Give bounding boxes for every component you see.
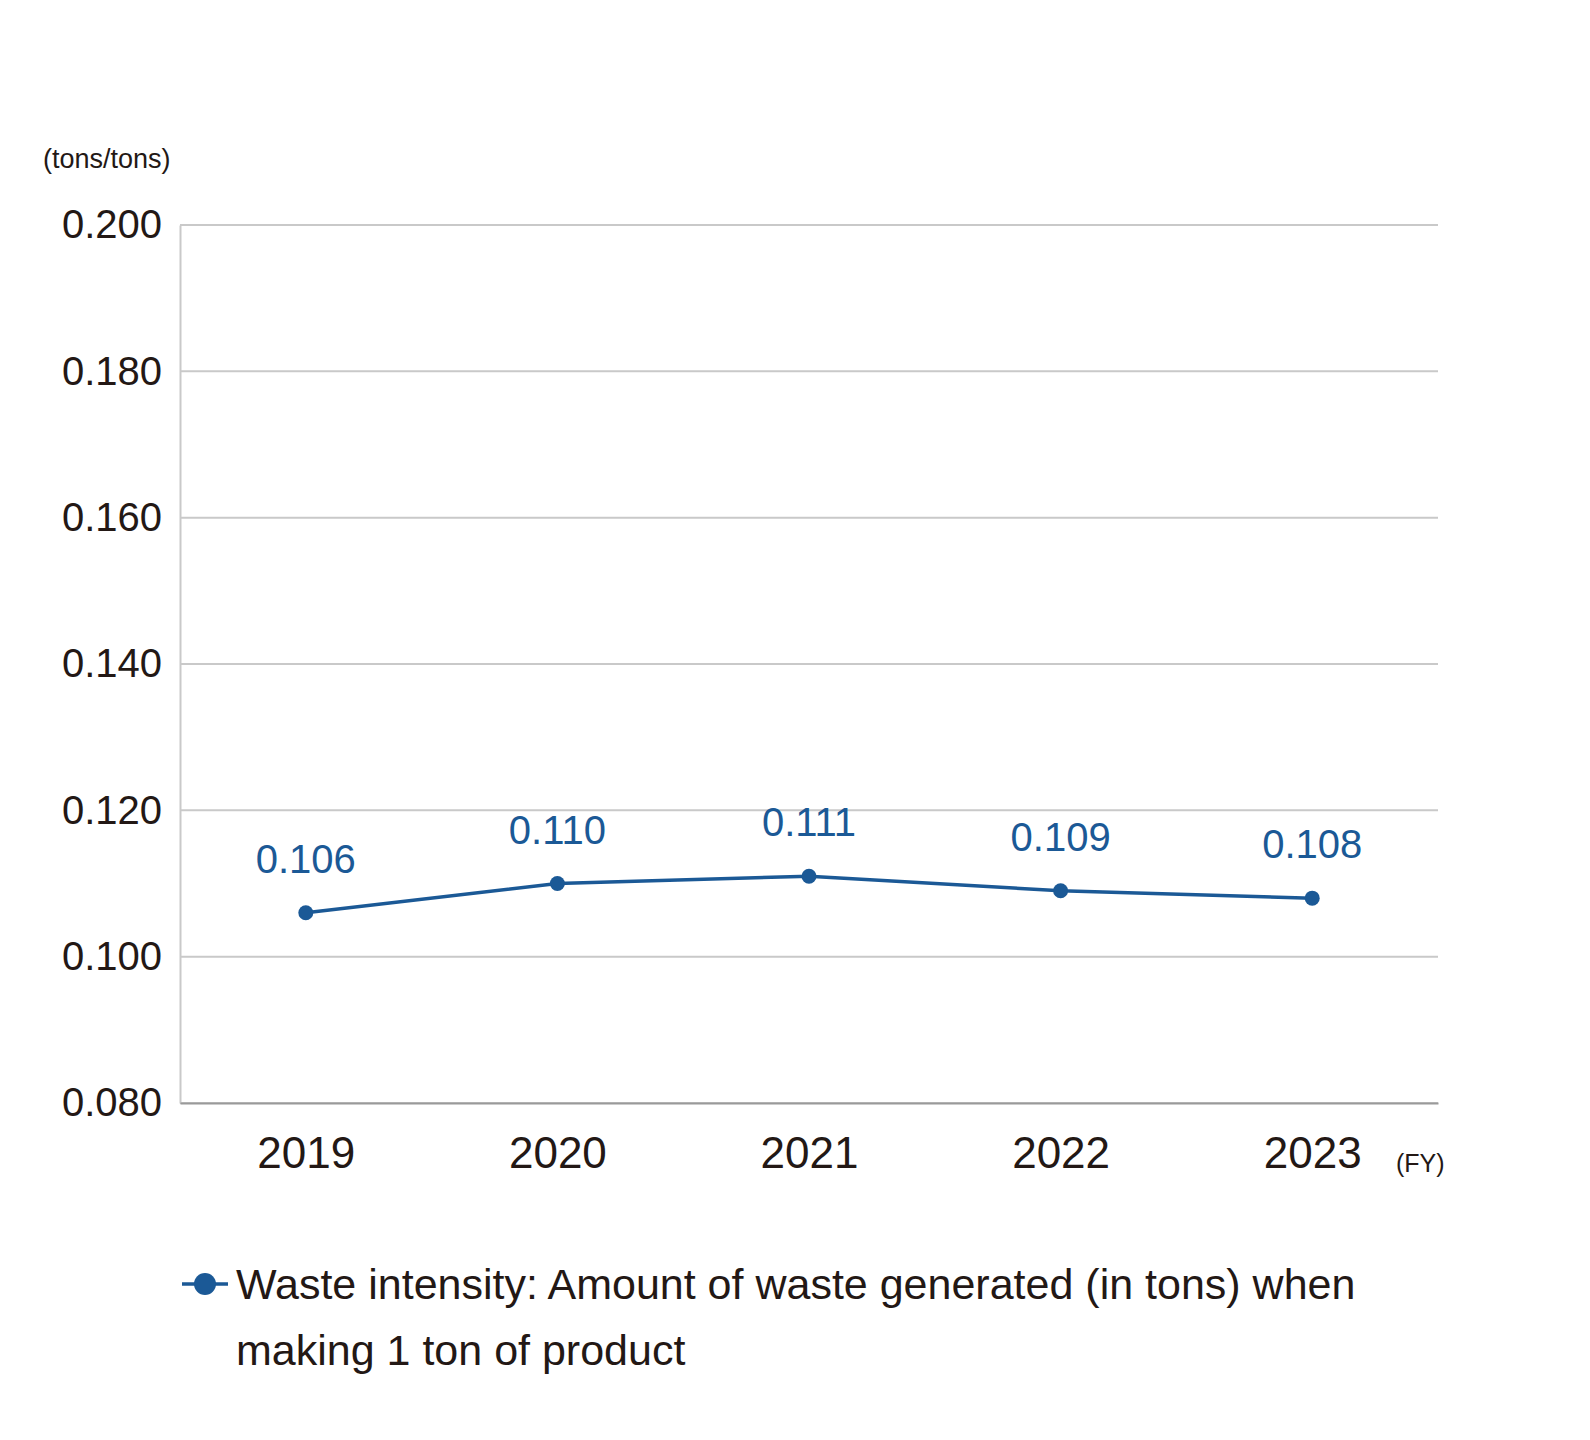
y-axis: 0.080 0.100 0.120 0.140 0.160 0.180 0.200 [62, 202, 181, 1124]
x-axis-title: (FY) [1396, 1149, 1445, 1177]
grid-line [180, 224, 1438, 226]
y-tick: 0.120 [62, 788, 180, 832]
data-label: 0.110 [509, 808, 606, 852]
x-tick: 2021 [761, 1103, 859, 1177]
grid-line [180, 1102, 1438, 1104]
x-tick-label: 2021 [761, 1128, 859, 1177]
x-tick-label: 2020 [509, 1128, 607, 1177]
x-tick: 2020 [509, 1103, 607, 1177]
legend-marker [182, 1273, 228, 1295]
y-tick: 0.140 [62, 641, 180, 685]
y-tick-label: 0.120 [62, 788, 162, 832]
y-tick-label: 0.100 [62, 934, 162, 978]
y-axis-line [180, 226, 182, 1104]
y-tick: 0.200 [62, 202, 180, 246]
grid-line [180, 956, 1438, 958]
y-tick: 0.080 [62, 1080, 180, 1124]
x-tick-label: 2019 [257, 1128, 355, 1177]
y-tick-label: 0.080 [62, 1080, 162, 1124]
marker [298, 905, 313, 920]
y-axis-title: (tons/tons) [43, 144, 171, 174]
marker [802, 869, 817, 884]
y-tick-label: 0.140 [62, 641, 162, 685]
legend-dot [194, 1273, 216, 1295]
x-tick: 2019 [257, 1103, 355, 1177]
data-label: 0.111 [762, 800, 856, 844]
x-axis-line [181, 1103, 1439, 1105]
y-tick: 0.100 [62, 934, 180, 978]
data-label: 0.109 [1011, 815, 1111, 859]
x-tick: 2023 [1264, 1103, 1362, 1177]
marker [550, 876, 565, 891]
marker [1053, 883, 1068, 898]
grid [180, 225, 1438, 1103]
y-tick: 0.160 [62, 495, 180, 539]
grid-line [180, 517, 1438, 519]
marker [1305, 891, 1320, 906]
y-tick: 0.180 [62, 349, 180, 393]
chart: 0.0800.1000.1200.1400.1600.1800.20020192… [0, 0, 1590, 1440]
data-label: 0.108 [1262, 822, 1362, 866]
plot-area [298, 869, 1319, 921]
y-tick-label: 0.160 [62, 495, 162, 539]
grid-line [180, 663, 1438, 665]
x-tick: 2022 [1012, 1103, 1110, 1177]
y-tick-label: 0.200 [62, 202, 162, 246]
legend-label: Waste intensity: Amount of waste generat… [236, 1251, 1436, 1383]
y-tick-label: 0.180 [62, 349, 162, 393]
data-label: 0.106 [256, 837, 356, 881]
grid-line [180, 370, 1438, 372]
x-tick-label: 2023 [1264, 1128, 1362, 1177]
x-axis: 2019 2020 2021 2022 2023 [181, 1103, 1439, 1177]
data-labels: 0.106 0.110 0.111 0.109 0.108 [256, 800, 1363, 881]
x-tick-label: 2022 [1012, 1128, 1110, 1177]
